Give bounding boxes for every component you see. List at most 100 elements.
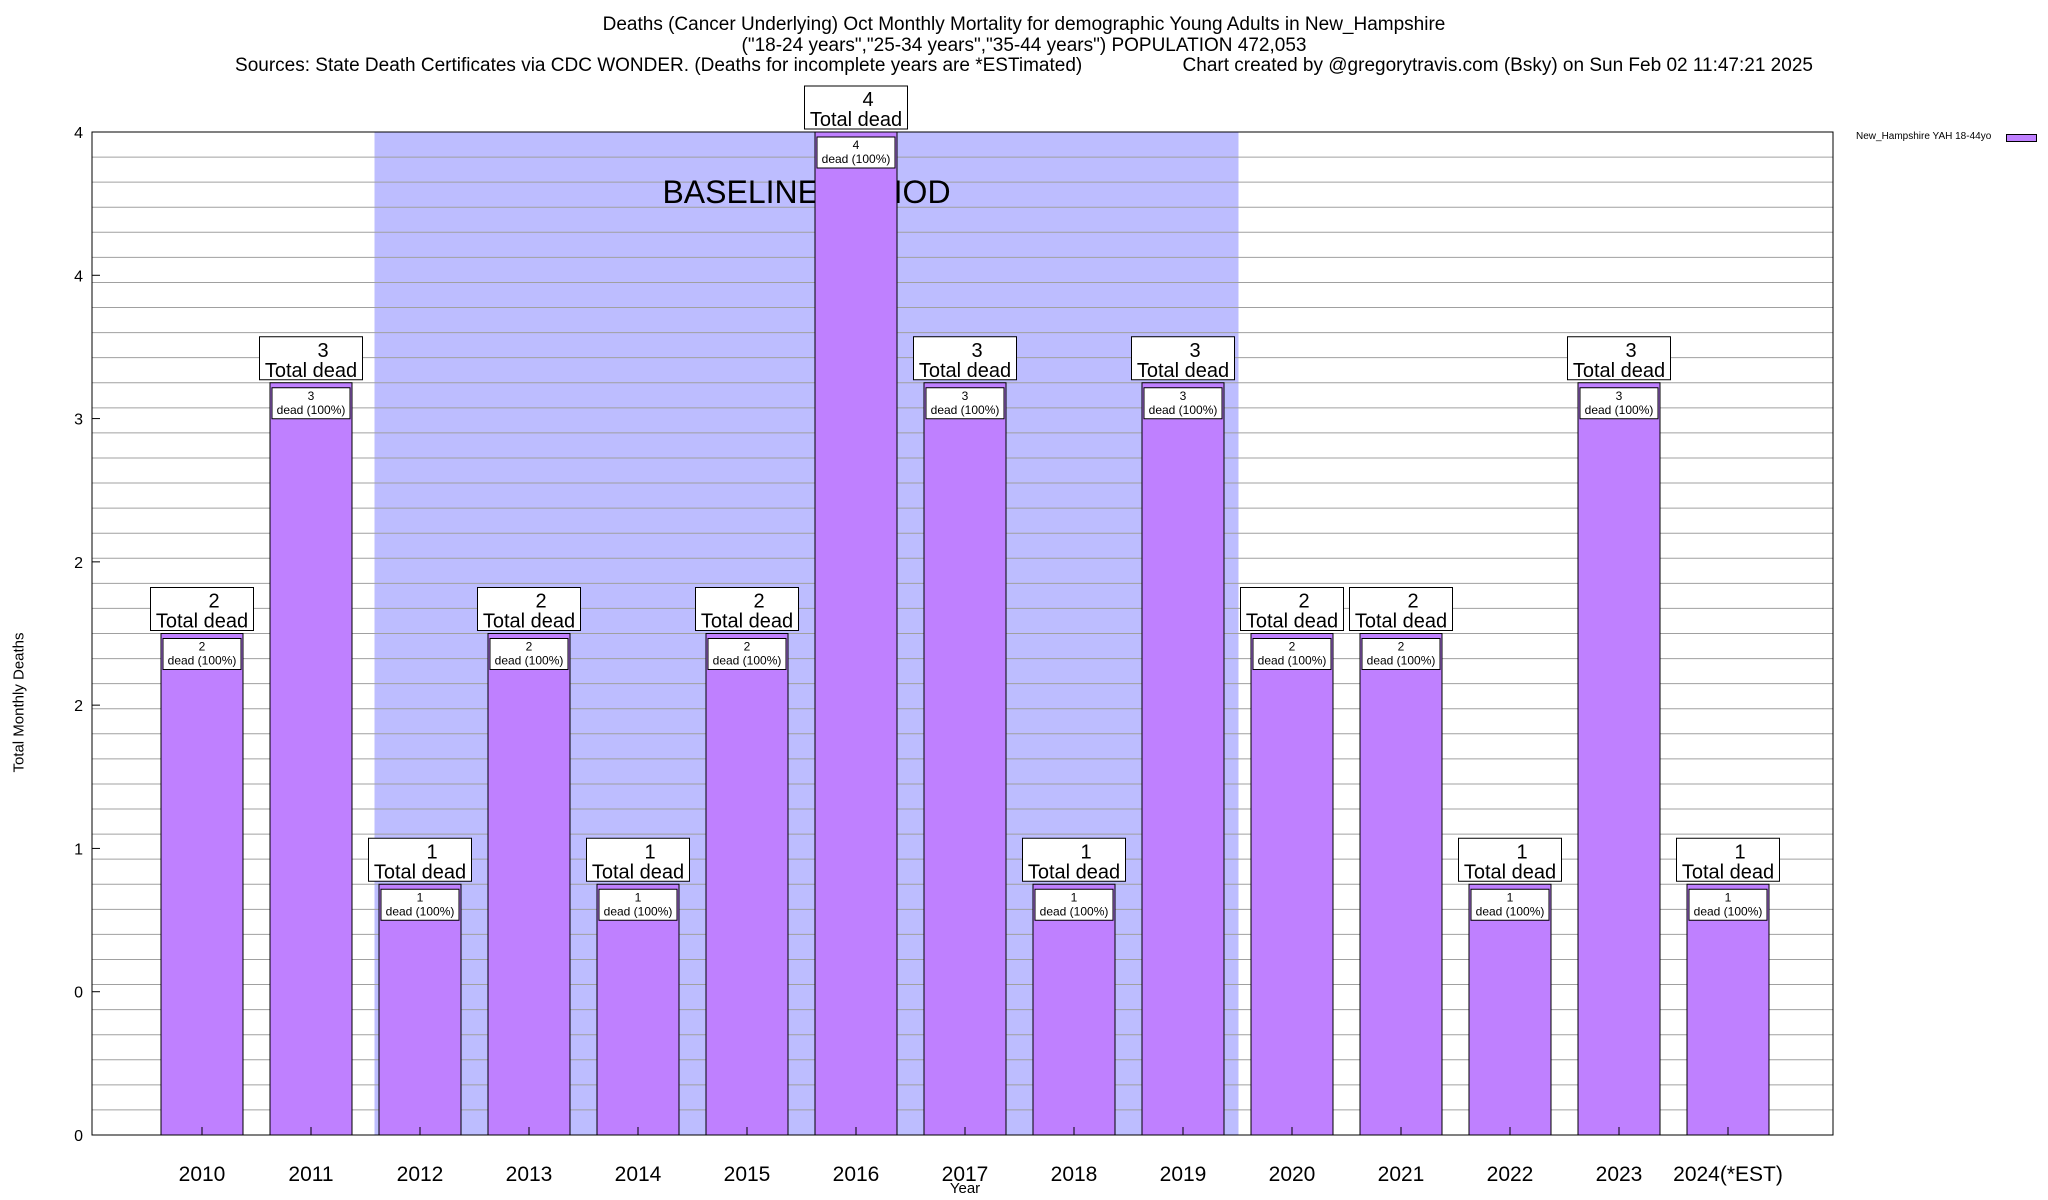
bar-inner-label-box xyxy=(925,387,1005,420)
x-tick-label: 2019 xyxy=(1160,1163,1207,1186)
x-tick-label: 2016 xyxy=(833,1163,880,1186)
bar-inner-label-box xyxy=(271,387,351,420)
x-tick-label: 2020 xyxy=(1269,1163,1316,1186)
plot-border xyxy=(91,131,1834,1136)
bar-inner-label-box xyxy=(816,136,896,169)
total-label-box xyxy=(1131,336,1235,381)
chart-source: Sources: State Death Certificates via CD… xyxy=(235,55,1083,76)
bar-inner-label: dead (100%) xyxy=(1694,904,1763,918)
total-label-text: Total dead xyxy=(592,861,684,883)
total-label-text: Total dead xyxy=(1573,360,1665,382)
x-tick-label: 2010 xyxy=(179,1163,226,1186)
bar-inner-value: 2 xyxy=(744,640,751,654)
total-label-value: 1 xyxy=(644,841,655,863)
bar-inner-value: 3 xyxy=(1180,389,1187,403)
chart-subtitle: ("18-24 years","25-34 years","35-44 year… xyxy=(741,35,1307,56)
total-label-box xyxy=(1349,587,1453,631)
y-tick-label: 0 xyxy=(74,985,83,1002)
bar-inner-label-box xyxy=(1252,638,1332,670)
bar-inner-label: dead (100%) xyxy=(495,654,564,668)
bar-inner-label: dead (100%) xyxy=(1585,403,1654,417)
bar xyxy=(1577,382,1661,1136)
x-tick-label: 2013 xyxy=(506,1163,553,1186)
bar-inner-value: 3 xyxy=(1616,389,1623,403)
x-tick-label: 2015 xyxy=(724,1163,771,1186)
total-label-text: Total dead xyxy=(374,861,466,883)
bar-inner-value: 2 xyxy=(526,640,533,654)
bar-inner-label-box xyxy=(598,888,678,921)
total-label-box xyxy=(368,837,472,882)
total-label-text: Total dead xyxy=(1137,360,1229,382)
bar-inner-label-box xyxy=(1579,387,1659,420)
bar-inner-label-box xyxy=(1034,888,1114,921)
total-label-value: 2 xyxy=(1407,591,1418,613)
y-tick-label: 4 xyxy=(74,125,83,142)
bar xyxy=(160,633,244,1136)
bar-inner-label-box xyxy=(162,638,242,670)
y-tick-label: 4 xyxy=(74,268,83,285)
x-tick-label: 2023 xyxy=(1596,1163,1643,1186)
bar-inner-label-box xyxy=(1361,638,1441,670)
total-label-value: 3 xyxy=(971,340,982,362)
bar-inner-label-box xyxy=(380,888,460,921)
bar xyxy=(814,131,898,1136)
y-tick-label: 2 xyxy=(74,698,83,715)
total-label-box xyxy=(804,85,908,130)
total-label-text: Total dead xyxy=(919,360,1011,382)
bar xyxy=(269,382,353,1136)
total-label-text: Total dead xyxy=(265,360,357,382)
total-label-value: 1 xyxy=(1734,841,1745,863)
bar xyxy=(1250,633,1334,1136)
bar-inner-value: 1 xyxy=(417,890,424,904)
total-label-box xyxy=(1022,837,1126,882)
bar xyxy=(1032,883,1116,1136)
chart-title: Deaths (Cancer Underlying) Oct Monthly M… xyxy=(602,14,1446,35)
total-label-text: Total dead xyxy=(810,109,902,131)
x-tick-label: 2021 xyxy=(1378,1163,1425,1186)
total-label-box xyxy=(1240,587,1344,631)
bar-inner-value: 1 xyxy=(1507,890,1514,904)
bar-inner-label-box xyxy=(707,638,787,670)
bar-inner-label: dead (100%) xyxy=(713,654,782,668)
total-label-value: 2 xyxy=(753,591,764,613)
x-axis-label: Year xyxy=(949,1180,981,1197)
bar xyxy=(1686,883,1770,1136)
bar-inner-value: 2 xyxy=(199,640,206,654)
total-label-text: Total dead xyxy=(1682,861,1774,883)
bar-inner-label-box xyxy=(1470,888,1550,921)
bar-inner-label: dead (100%) xyxy=(1367,654,1436,668)
bar-inner-label: dead (100%) xyxy=(1040,904,1109,918)
bar xyxy=(378,883,462,1136)
total-label-box xyxy=(1676,837,1780,882)
bar-inner-value: 3 xyxy=(962,389,969,403)
total-label-box xyxy=(1567,336,1671,381)
bar-inner-value: 1 xyxy=(635,890,642,904)
total-label-value: 3 xyxy=(317,340,328,362)
bar-inner-label: dead (100%) xyxy=(1476,904,1545,918)
legend-label: New_Hampshire YAH 18-44yo xyxy=(1856,131,1992,142)
bar xyxy=(1141,382,1225,1136)
bar-inner-value: 4 xyxy=(853,138,860,152)
total-label-box xyxy=(1458,837,1562,882)
total-label-box xyxy=(695,587,799,631)
x-tick-label: 2017 xyxy=(942,1163,989,1186)
bar-inner-value: 3 xyxy=(308,389,315,403)
total-label-text: Total dead xyxy=(483,611,575,633)
y-tick-label: 2 xyxy=(74,555,83,572)
total-label-value: 2 xyxy=(1298,591,1309,613)
bar xyxy=(705,633,789,1136)
y-tick-label: 0 xyxy=(74,1128,83,1145)
x-tick-label: 2012 xyxy=(397,1163,444,1186)
y-tick-label: 1 xyxy=(74,841,83,858)
y-tick-label: 3 xyxy=(74,412,83,429)
total-label-text: Total dead xyxy=(1028,861,1120,883)
total-label-value: 1 xyxy=(1516,841,1527,863)
total-label-box xyxy=(259,336,363,381)
bar xyxy=(487,633,571,1136)
bar-inner-label-box xyxy=(1688,888,1768,921)
total-label-box xyxy=(913,336,1017,381)
x-tick-label: 2011 xyxy=(288,1163,333,1186)
bar xyxy=(1468,883,1552,1136)
bar-inner-value: 1 xyxy=(1725,890,1732,904)
